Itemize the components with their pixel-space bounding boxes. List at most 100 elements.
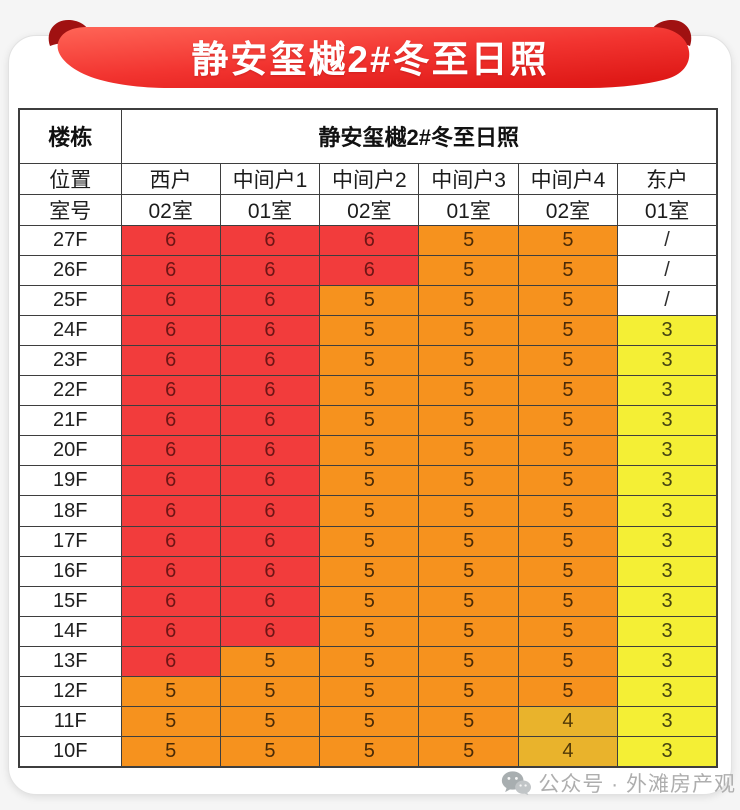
sun-cell: 5	[418, 706, 519, 738]
table-row: 18F 6 6 5 5 5 3	[18, 495, 718, 527]
floor-label: 13F	[18, 646, 122, 678]
table-row: 19F 6 6 5 5 5 3	[18, 465, 718, 497]
room-west: 02室	[120, 193, 221, 226]
sun-cell: 5	[319, 284, 420, 316]
page-title: 静安玺樾2#冬至日照	[191, 39, 549, 80]
sun-cell: 5	[517, 465, 619, 497]
sun-cell: 5	[418, 405, 519, 437]
sun-cell: 3	[617, 646, 718, 678]
position-east: 东户	[617, 162, 718, 195]
sun-cell: 5	[517, 254, 619, 286]
sun-cell: 3	[617, 706, 718, 738]
sun-cell: 3	[617, 615, 718, 648]
sun-cell: 3	[617, 736, 718, 768]
sun-cell: 3	[617, 405, 718, 437]
table-row: 11F 5 5 5 5 4 3	[18, 706, 718, 738]
sunshine-table: 楼栋 静安玺樾2#冬至日照 位置 西户 中间户1 中间户2 中间户3 中间户4 …	[18, 108, 718, 768]
sun-cell: 5	[319, 495, 420, 527]
sun-cell: 6	[120, 254, 221, 286]
position-mid1: 中间户1	[219, 162, 321, 195]
sun-cell: 5	[517, 314, 619, 346]
ribbon-band	[57, 27, 690, 88]
floor-label: 25F	[18, 284, 122, 316]
table-row: 13F 6 5 5 5 5 3	[18, 646, 718, 678]
table-row: 25F 6 6 5 5 5 /	[18, 284, 718, 316]
floor-label: 14F	[18, 615, 122, 648]
sun-cell: 5	[418, 495, 519, 527]
sun-cell: 5	[418, 585, 519, 617]
title-ribbon: 静安玺樾2#冬至日照	[0, 0, 740, 100]
sun-cell: 3	[617, 435, 718, 467]
sun-cell: 6	[120, 224, 221, 256]
sun-cell: 6	[219, 224, 321, 256]
header-row-position: 位置 西户 中间户1 中间户2 中间户3 中间户4 东户	[18, 162, 718, 195]
sun-cell: 5	[418, 465, 519, 497]
sun-cell: 5	[418, 555, 519, 587]
sun-cell: 5	[418, 615, 519, 648]
floor-label: 11F	[18, 706, 122, 738]
sun-cell: 5	[219, 646, 321, 678]
sun-cell: 5	[418, 224, 519, 256]
sun-cell: 5	[418, 284, 519, 316]
room-mid2: 02室	[319, 193, 420, 226]
sun-cell: 3	[617, 495, 718, 527]
sun-cell: 6	[120, 555, 221, 587]
sun-cell: 5	[219, 706, 321, 738]
sun-cell: 5	[517, 344, 619, 377]
sun-cell: 5	[517, 224, 619, 256]
floor-label: 23F	[18, 344, 122, 377]
sun-cell: 5	[517, 284, 619, 316]
table-row: 16F 6 6 5 5 5 3	[18, 555, 718, 587]
sun-cell: 5	[517, 555, 619, 587]
sun-cell: 5	[319, 676, 420, 708]
sun-cell: 6	[219, 284, 321, 316]
sun-cell: 6	[319, 254, 420, 286]
sun-cell: /	[617, 254, 718, 286]
room-mid1: 01室	[219, 193, 321, 226]
sun-cell: 3	[617, 585, 718, 617]
sun-cell: 4	[517, 706, 619, 738]
sun-cell: 6	[219, 375, 321, 407]
sun-cell: 5	[418, 375, 519, 407]
table-row: 15F 6 6 5 5 5 3	[18, 585, 718, 617]
table-row: 22F 6 6 5 5 5 3	[18, 375, 718, 407]
sun-cell: 5	[219, 676, 321, 708]
sun-cell: 5	[517, 405, 619, 437]
sun-cell: 6	[219, 435, 321, 467]
floor-label: 26F	[18, 254, 122, 286]
position-mid3: 中间户3	[418, 162, 519, 195]
sun-cell: 5	[517, 525, 619, 557]
position-mid4: 中间户4	[517, 162, 619, 195]
table-row: 21F 6 6 5 5 5 3	[18, 405, 718, 437]
sun-cell: 6	[120, 344, 221, 377]
sun-cell: 5	[319, 314, 420, 346]
corner-label: 楼栋	[18, 108, 122, 164]
sun-cell: 5	[418, 344, 519, 377]
sun-cell: 5	[418, 254, 519, 286]
table-row: 12F 5 5 5 5 5 3	[18, 676, 718, 708]
floor-label: 12F	[18, 676, 122, 708]
floor-label: 17F	[18, 525, 122, 557]
watermark-text: 公众号 · 外滩房产观	[538, 773, 736, 796]
room-mid4: 02室	[517, 193, 619, 226]
floor-label: 24F	[18, 314, 122, 346]
floor-label: 16F	[18, 555, 122, 587]
sun-cell: 5	[517, 676, 619, 708]
sun-cell: 6	[219, 495, 321, 527]
sun-cell: 5	[120, 676, 221, 708]
room-east: 01室	[617, 193, 718, 226]
sun-cell: 5	[517, 495, 619, 527]
sun-cell: 6	[120, 284, 221, 316]
sun-cell: 5	[517, 646, 619, 678]
table-row: 23F 6 6 5 5 5 3	[18, 344, 718, 377]
sun-cell: 5	[517, 585, 619, 617]
floor-label: 18F	[18, 495, 122, 527]
floor-label: 20F	[18, 435, 122, 467]
sun-cell: /	[617, 284, 718, 316]
sun-cell: 3	[617, 525, 718, 557]
sun-cell: 5	[319, 435, 420, 467]
sun-cell: 5	[319, 465, 420, 497]
sun-cell: 6	[219, 465, 321, 497]
floor-label: 15F	[18, 585, 122, 617]
position-west: 西户	[120, 162, 221, 195]
